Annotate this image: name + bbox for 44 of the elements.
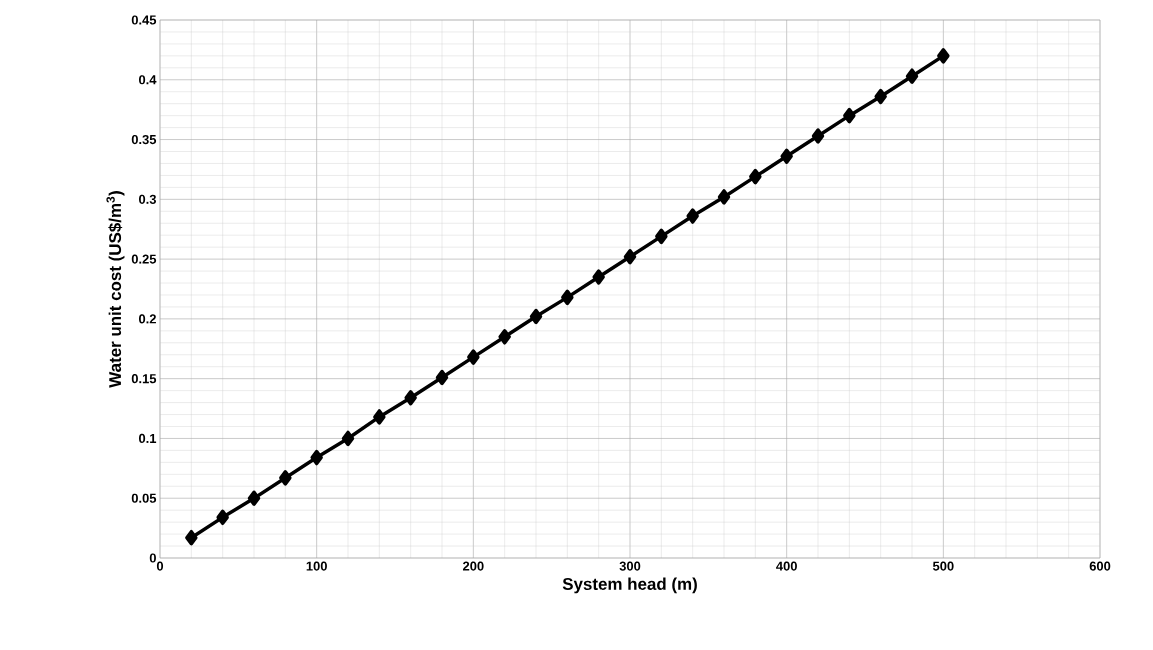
point	[467, 349, 480, 365]
point	[780, 148, 793, 165]
point	[592, 269, 605, 285]
x-tick-label: 200	[462, 561, 484, 571]
point	[717, 189, 731, 205]
point	[216, 509, 229, 526]
x-tick-label: 300	[619, 561, 641, 571]
x-tick-label: 0	[156, 561, 164, 571]
y-tick-label: 0.45	[131, 15, 157, 25]
y-tick-label: 0	[149, 553, 156, 563]
point	[561, 289, 574, 306]
point	[373, 409, 386, 425]
point	[498, 329, 511, 345]
y-axis-title: Water unit cost (US$/m$^{3}$)	[106, 191, 125, 388]
x-tick-label: 500	[932, 561, 954, 571]
point	[811, 128, 825, 144]
x-tick-label: 600	[1089, 561, 1111, 571]
point	[843, 107, 856, 124]
y-tick-label: 0.2	[138, 314, 156, 324]
point	[874, 88, 887, 105]
point	[529, 308, 543, 325]
point	[749, 168, 762, 185]
y-tick-label: 0.35	[131, 134, 157, 145]
point	[247, 490, 261, 506]
point	[435, 369, 449, 386]
point	[623, 248, 637, 265]
point	[937, 48, 950, 64]
y-tick-label: 0.4	[138, 75, 157, 85]
y-tick-label: 0.25	[131, 254, 157, 264]
point	[655, 228, 668, 245]
point	[686, 208, 699, 224]
x-axis-title: System head (m)	[562, 577, 697, 594]
y-tick-label: 0.05	[131, 493, 157, 503]
point	[185, 529, 198, 546]
point	[279, 470, 292, 486]
x-tick-label: 100	[306, 561, 327, 571]
point	[905, 68, 919, 84]
x-tick-label: 400	[776, 561, 797, 571]
y-tick-label: 0.1	[138, 433, 157, 444]
y-tick-label: 0.15	[131, 374, 157, 384]
point	[341, 430, 355, 447]
y-tick-label: 0.3	[138, 194, 157, 204]
point	[310, 449, 323, 466]
point	[404, 390, 417, 406]
